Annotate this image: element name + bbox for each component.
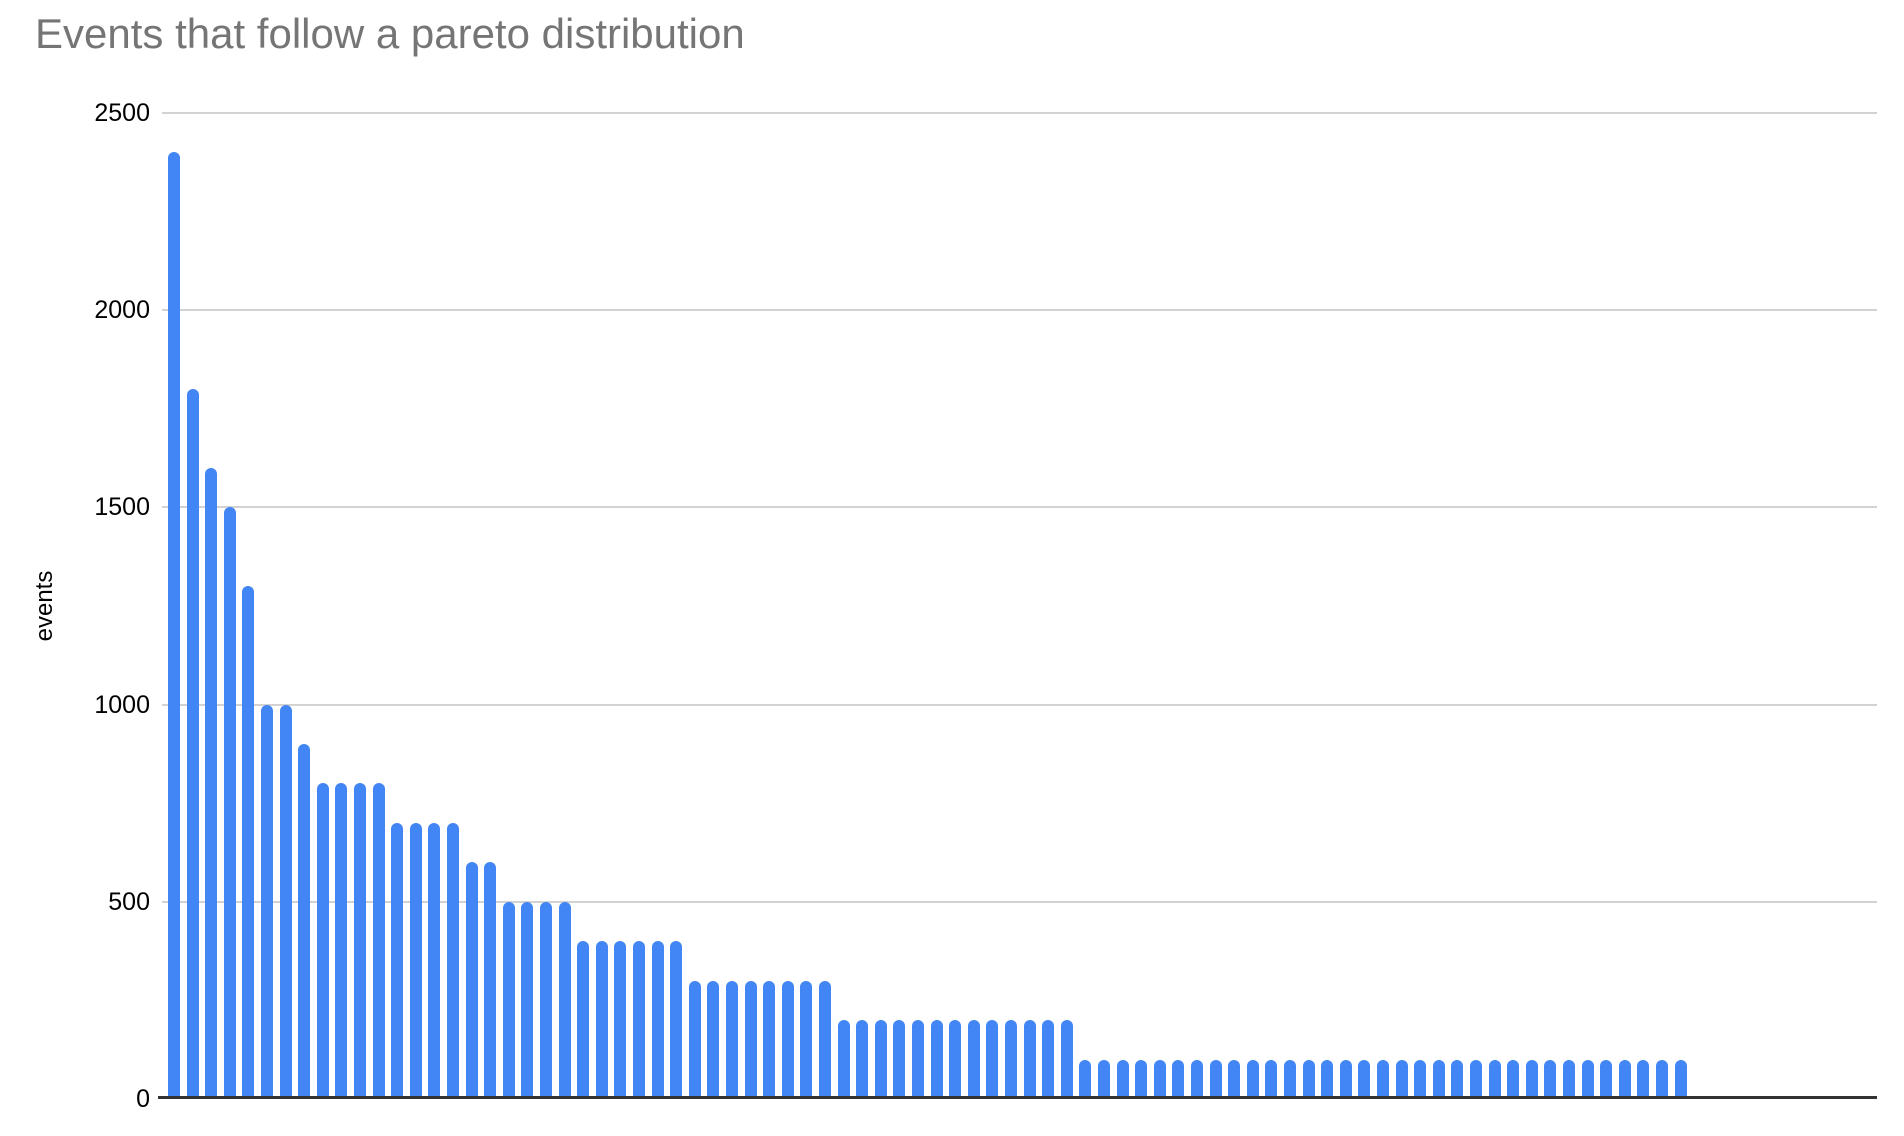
x-axis-line — [158, 1096, 1877, 1099]
bar-35[interactable] — [800, 980, 812, 1099]
bar-15[interactable] — [428, 822, 440, 1099]
bar-21[interactable] — [540, 901, 552, 1099]
bar-62[interactable] — [1303, 1059, 1315, 1099]
bar-42[interactable] — [931, 1020, 943, 1099]
bar-7[interactable] — [280, 704, 292, 1099]
bar-17[interactable] — [466, 862, 478, 1099]
bar-69[interactable] — [1433, 1059, 1445, 1099]
bar-6[interactable] — [261, 704, 273, 1099]
bar-51[interactable] — [1098, 1059, 1110, 1099]
bar-37[interactable] — [838, 1020, 850, 1099]
bar-40[interactable] — [893, 1020, 905, 1099]
bar-36[interactable] — [819, 980, 831, 1099]
bar-59[interactable] — [1247, 1059, 1259, 1099]
bar-26[interactable] — [633, 941, 645, 1099]
bar-10[interactable] — [335, 783, 347, 1099]
bar-63[interactable] — [1321, 1059, 1333, 1099]
bar-29[interactable] — [689, 980, 701, 1099]
gridline-2500 — [162, 112, 1877, 114]
bar-82[interactable] — [1675, 1059, 1687, 1099]
bar-44[interactable] — [968, 1020, 980, 1099]
bar-22[interactable] — [559, 901, 571, 1099]
y-tick-label-500: 500 — [108, 887, 150, 916]
bar-76[interactable] — [1563, 1059, 1575, 1099]
chart-title: Events that follow a pareto distribution — [35, 10, 745, 57]
bar-47[interactable] — [1024, 1020, 1036, 1099]
bar-68[interactable] — [1414, 1059, 1426, 1099]
bar-28[interactable] — [670, 941, 682, 1099]
gridline-500 — [162, 900, 1877, 903]
bar-30[interactable] — [707, 980, 719, 1099]
bar-31[interactable] — [726, 980, 738, 1099]
bar-14[interactable] — [410, 822, 422, 1099]
bar-2[interactable] — [187, 389, 199, 1099]
bar-64[interactable] — [1340, 1059, 1352, 1099]
bar-20[interactable] — [521, 901, 533, 1099]
y-tick-label-0: 0 — [136, 1085, 150, 1113]
gridline-1500 — [162, 506, 1877, 509]
bar-13[interactable] — [391, 822, 403, 1099]
bar-72[interactable] — [1489, 1059, 1501, 1099]
bar-71[interactable] — [1470, 1059, 1482, 1099]
y-tick-label-2500: 2500 — [94, 99, 150, 127]
bar-23[interactable] — [577, 941, 589, 1099]
bar-34[interactable] — [782, 980, 794, 1099]
bar-67[interactable] — [1396, 1059, 1408, 1099]
bar-18[interactable] — [484, 862, 496, 1099]
bar-3[interactable] — [205, 467, 217, 1099]
bar-12[interactable] — [373, 783, 385, 1099]
bar-45[interactable] — [986, 1020, 998, 1099]
bar-32[interactable] — [745, 980, 757, 1099]
bar-52[interactable] — [1117, 1059, 1129, 1099]
bar-25[interactable] — [614, 941, 626, 1099]
bar-5[interactable] — [242, 586, 254, 1099]
bar-79[interactable] — [1619, 1059, 1631, 1099]
y-tick-label-2000: 2000 — [94, 296, 150, 325]
gridline-2000 — [162, 309, 1877, 312]
bar-61[interactable] — [1284, 1059, 1296, 1099]
bar-65[interactable] — [1358, 1059, 1370, 1099]
bar-56[interactable] — [1191, 1059, 1203, 1099]
y-tick-label-1500: 1500 — [94, 493, 150, 522]
bar-60[interactable] — [1265, 1059, 1277, 1099]
bar-4[interactable] — [224, 507, 236, 1099]
bar-81[interactable] — [1656, 1059, 1668, 1099]
bar-16[interactable] — [447, 822, 459, 1099]
bar-43[interactable] — [949, 1020, 961, 1099]
bar-33[interactable] — [763, 980, 775, 1099]
bar-53[interactable] — [1135, 1059, 1147, 1099]
bar-41[interactable] — [912, 1020, 924, 1099]
bar-1[interactable] — [168, 152, 180, 1099]
bar-66[interactable] — [1377, 1059, 1389, 1099]
bar-74[interactable] — [1526, 1059, 1538, 1099]
y-axis-title: events — [31, 570, 58, 642]
bar-73[interactable] — [1507, 1059, 1519, 1099]
bar-77[interactable] — [1582, 1059, 1594, 1099]
bar-78[interactable] — [1600, 1059, 1612, 1099]
bar-46[interactable] — [1005, 1020, 1017, 1099]
bar-80[interactable] — [1637, 1059, 1649, 1099]
bar-27[interactable] — [652, 941, 664, 1099]
bar-75[interactable] — [1544, 1059, 1556, 1099]
bar-19[interactable] — [503, 901, 515, 1099]
y-tick-label-1000: 1000 — [94, 690, 150, 719]
bar-24[interactable] — [596, 941, 608, 1099]
bar-49[interactable] — [1061, 1020, 1073, 1099]
bar-58[interactable] — [1228, 1059, 1240, 1099]
bar-48[interactable] — [1042, 1020, 1054, 1099]
bar-54[interactable] — [1154, 1059, 1166, 1099]
bar-38[interactable] — [856, 1020, 868, 1099]
bar-11[interactable] — [354, 783, 366, 1099]
bar-9[interactable] — [317, 783, 329, 1099]
bar-50[interactable] — [1079, 1059, 1091, 1099]
bar-70[interactable] — [1451, 1059, 1463, 1099]
bar-57[interactable] — [1210, 1059, 1222, 1099]
bar-55[interactable] — [1172, 1059, 1184, 1099]
bar-8[interactable] — [298, 744, 310, 1099]
gridline-1000 — [162, 703, 1877, 706]
bar-39[interactable] — [875, 1020, 887, 1099]
